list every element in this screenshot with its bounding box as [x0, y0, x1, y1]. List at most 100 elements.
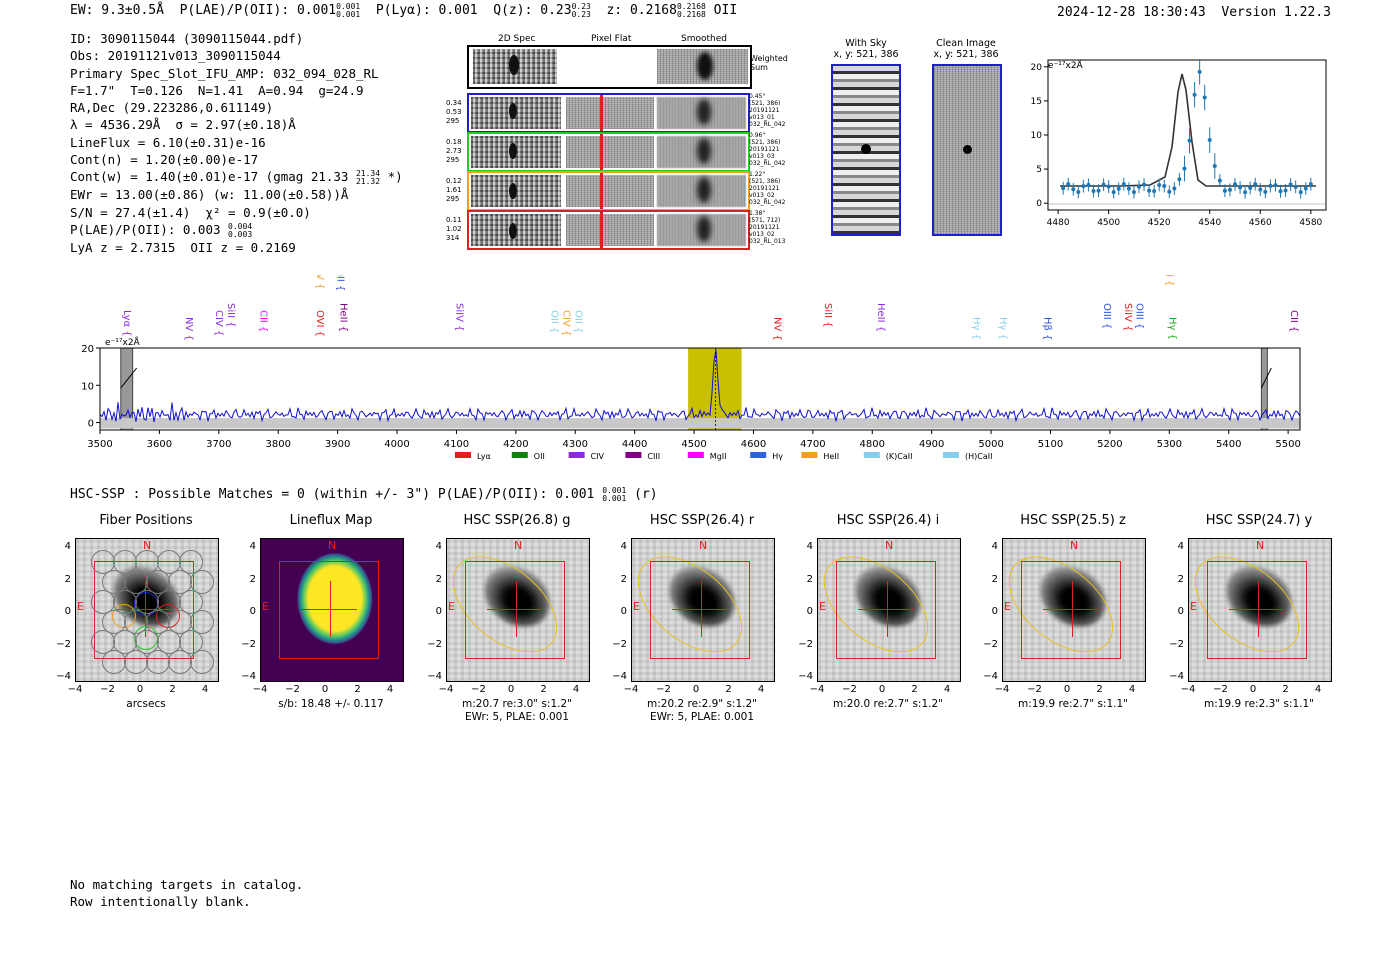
fit-point: [1177, 177, 1182, 182]
panel-ytick-label: 0: [991, 606, 998, 617]
info-id: ID: 3090115044 (3090115044.pdf): [70, 31, 304, 46]
fit-point: [1076, 189, 1081, 194]
panel-xtick-label: −2: [471, 684, 486, 695]
panel-ytick-label: 4: [991, 541, 998, 552]
panel-xtick-label: 0: [692, 684, 700, 695]
line-id-label: Lyα {: [121, 310, 132, 337]
panel-6-caption: m:19.9 re:2.7" s:1.1": [1018, 698, 1128, 710]
header-ew: EW: 9.3±0.5Å: [70, 3, 164, 18]
panel-xtick-label: 2: [725, 684, 732, 695]
cutout-row-1-values: 0.34 0.53 295: [446, 99, 462, 125]
north-label: N: [1256, 539, 1265, 552]
fit-point: [1283, 188, 1288, 193]
crosshair-h: [487, 609, 543, 611]
spectrum-xtick-label: 4600: [741, 439, 766, 450]
panel-ytick-label: −4: [612, 671, 627, 682]
fit-point: [1182, 166, 1187, 171]
cutout-row-1-meta: 0.45" (521, 386) 20191121 v013_01 032_RL_042: [749, 93, 786, 128]
cutout-row-4: [467, 210, 750, 250]
fiber-circle: [179, 630, 203, 654]
cutout-row-3-values: 0.12 1.61 295: [446, 177, 462, 203]
north-label: N: [699, 539, 708, 552]
hsc-summary: HSC-SSP : Possible Matches = 0 (within +…: [70, 486, 658, 503]
panel-ytick-label: −2: [241, 638, 256, 650]
fit-point: [1131, 190, 1136, 195]
fit-point: [1293, 184, 1298, 189]
legend-swatch: [455, 452, 471, 458]
info-obs: Obs: 20191121v013_3090115044: [70, 48, 281, 64]
fit-point: [1136, 184, 1141, 189]
detection-info: ID: 3090115044 (3090115044.pdf) Obs: 2019…: [70, 30, 403, 256]
fit-point: [1288, 182, 1293, 187]
footer-line-2: Row intentionally blank.: [70, 894, 251, 910]
crosshair-v: [330, 581, 332, 637]
info-lambda: λ = 4536.29Å σ = 2.97(±0.18)Å: [70, 117, 296, 133]
info-plae: P(LAE)/P(OII): 0.003 0.004 0.003: [70, 221, 253, 239]
fit-point: [1081, 184, 1086, 189]
fit-point: [1111, 190, 1116, 195]
cutout-row-3: [467, 171, 750, 211]
line-id-label: NV {: [771, 317, 782, 341]
header-z: z: 0.2168: [606, 3, 677, 18]
crosshair-v: [1258, 581, 1260, 637]
line-id-label: HeII {: [338, 303, 349, 332]
fit-point: [1308, 182, 1313, 187]
header-qz-hi: 0.23: [571, 2, 591, 11]
fit-point: [1303, 186, 1308, 191]
fit-point: [1121, 182, 1126, 187]
emission-highlight: [688, 348, 742, 430]
legend-swatch: [750, 452, 767, 458]
fit-point: [1157, 183, 1162, 188]
panel-ytick-label: −4: [56, 671, 71, 682]
panel-ytick-label: −2: [56, 638, 71, 650]
line-id-label: Hβ {: [1042, 317, 1053, 340]
line-id-label: NV {: [183, 317, 194, 341]
spectrum-xtick-label: 5500: [1275, 439, 1300, 450]
fit-point: [1192, 92, 1197, 97]
panel-xtick-label: 4: [386, 684, 394, 695]
info-gmag-lo: 21.32: [355, 177, 381, 187]
svg-text:CIII {: CIII {: [1163, 275, 1174, 286]
search-box: [1021, 561, 1121, 659]
svg-text:Hγ {: Hγ {: [970, 317, 981, 340]
east-label: E: [633, 600, 640, 613]
svg-text:SiIV {: SiIV {: [314, 275, 325, 289]
fit-xtick-label: 4480: [1047, 218, 1070, 228]
fit-xtick-label: 4500: [1097, 218, 1120, 228]
line-id-label: OII {: [572, 310, 583, 333]
fiber-circle: [179, 590, 203, 614]
panel-xtick-label: −2: [656, 684, 671, 695]
search-box: [650, 561, 750, 659]
svg-text:HeII {: HeII {: [338, 303, 349, 332]
line-fit-chart: 4480 4500 4520 4540 4560 4580 20 15 10 5 0: [1031, 59, 1327, 228]
panel-xtick-label: 4: [943, 684, 951, 695]
header-datetime: 2024-12-28 18:30:43: [1057, 5, 1206, 20]
legend-label: CIII: [647, 452, 660, 461]
fit-data-points: [1061, 59, 1313, 199]
spectrum-ytick-label: 20: [81, 344, 94, 355]
panel-4-image: [631, 538, 775, 682]
fit-point: [1233, 182, 1238, 187]
fit-point: [1152, 189, 1157, 194]
legend-swatch: [687, 452, 704, 458]
cutout-row-3-meta: 1.22" (521, 386) 20191121 v013_02 032_RL_042: [749, 171, 786, 206]
fit-point: [1197, 69, 1202, 74]
header-summary: EW: 9.3±0.5Å P(LAE)/P(OII): 0.0010.001 0.…: [70, 3, 737, 19]
line-id-label: HeII {: [875, 303, 886, 332]
line-id-label: Hγ {: [970, 317, 981, 340]
legend-label: (H)CaII: [965, 452, 992, 461]
legend-label: CIV: [591, 452, 605, 461]
fit-point: [1066, 182, 1071, 187]
svg-text:OII {: OII {: [572, 310, 583, 333]
svg-text:OIII {: OIII {: [1101, 303, 1112, 329]
panel-ytick-label: 2: [435, 573, 442, 585]
with-sky-xy: x, y: 521, 386: [833, 49, 899, 60]
header-z-line: OII: [713, 3, 738, 18]
fit-point: [1222, 188, 1227, 193]
cutout-row-2-values: 0.18 2.73 295: [446, 138, 462, 164]
panel-ytick-label: 2: [64, 573, 71, 585]
weighted-sum-cutout: [467, 45, 752, 89]
cutout-row-1-pixelflat: [566, 97, 654, 129]
cutout-row-2: [467, 132, 750, 172]
panel-5-image: [817, 538, 961, 682]
